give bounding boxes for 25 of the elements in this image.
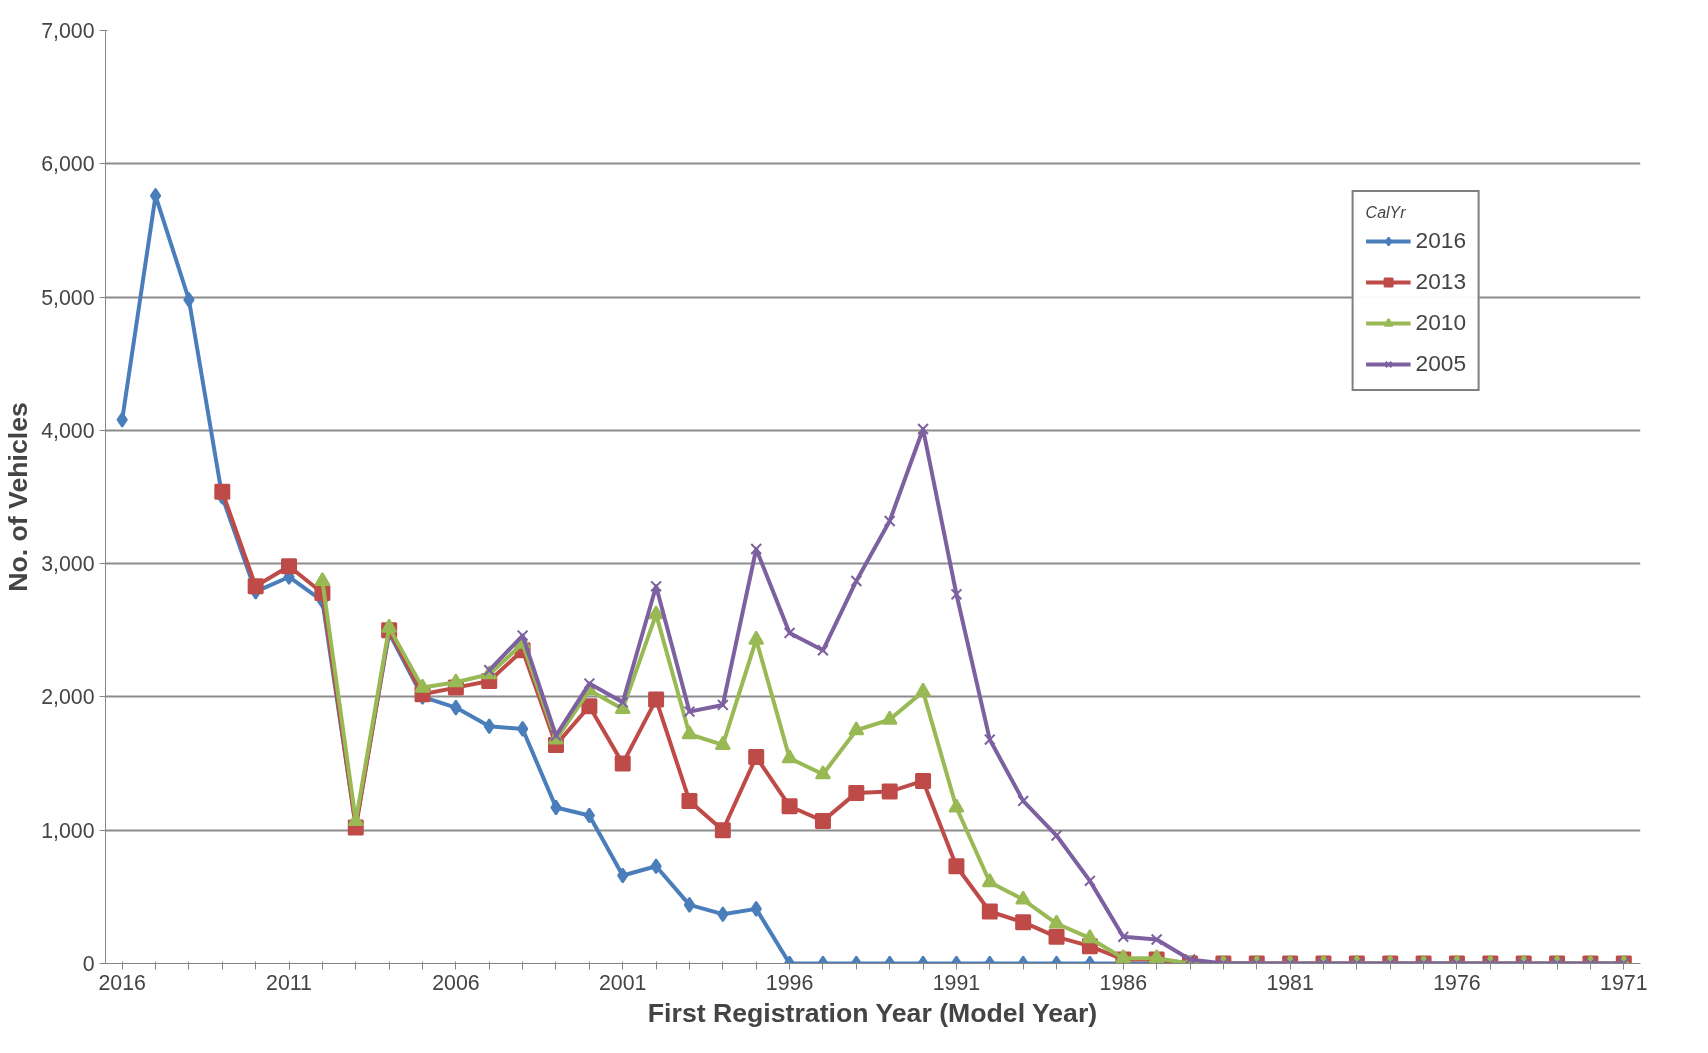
x-tick-label: 1971 (1600, 970, 1648, 995)
legend-label: 2010 (1415, 309, 1466, 336)
x-tick-label: 2006 (432, 970, 480, 995)
legend-label: 2013 (1415, 268, 1466, 295)
legend-title: CalYr (1365, 204, 1407, 222)
legend-label: 2016 (1415, 227, 1466, 254)
x-tick-label: 2001 (599, 970, 647, 995)
y-tick-label: 2,000 (41, 685, 95, 710)
x-tick-label: 1991 (932, 970, 981, 995)
y-tick-label: 1,000 (41, 818, 95, 843)
x-tick-label: 2016 (98, 970, 146, 995)
legend-label: 2005 (1415, 350, 1466, 377)
x-tick-label: 1996 (765, 970, 814, 995)
y-tick-label: 0 (82, 952, 95, 976)
x-tick-label: 2011 (266, 970, 312, 995)
y-tick-label: 5,000 (41, 285, 95, 310)
y-axis-title: No. of Vehicles (3, 402, 34, 592)
x-tick-label: 1976 (1433, 970, 1481, 995)
y-tick-label: 7,000 (41, 19, 95, 43)
y-tick-label: 4,000 (41, 418, 95, 443)
x-tick-label: 1981 (1266, 970, 1314, 995)
x-axis-title: First Registration Year (Model Year) (647, 997, 1098, 1028)
y-tick-label: 3,000 (41, 552, 95, 577)
x-tick-label: 1986 (1099, 970, 1147, 995)
y-tick-label: 6,000 (41, 152, 95, 177)
